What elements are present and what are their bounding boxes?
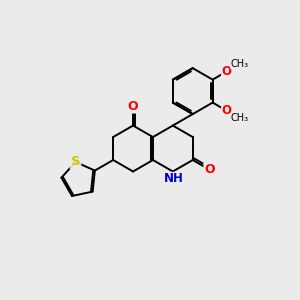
Text: CH₃: CH₃ <box>231 59 249 69</box>
Text: O: O <box>128 100 138 113</box>
Text: CH₃: CH₃ <box>231 113 249 123</box>
Text: O: O <box>222 65 232 78</box>
Text: O: O <box>222 104 232 117</box>
Text: O: O <box>204 163 214 176</box>
Text: S: S <box>71 155 80 169</box>
Text: NH: NH <box>164 172 184 185</box>
